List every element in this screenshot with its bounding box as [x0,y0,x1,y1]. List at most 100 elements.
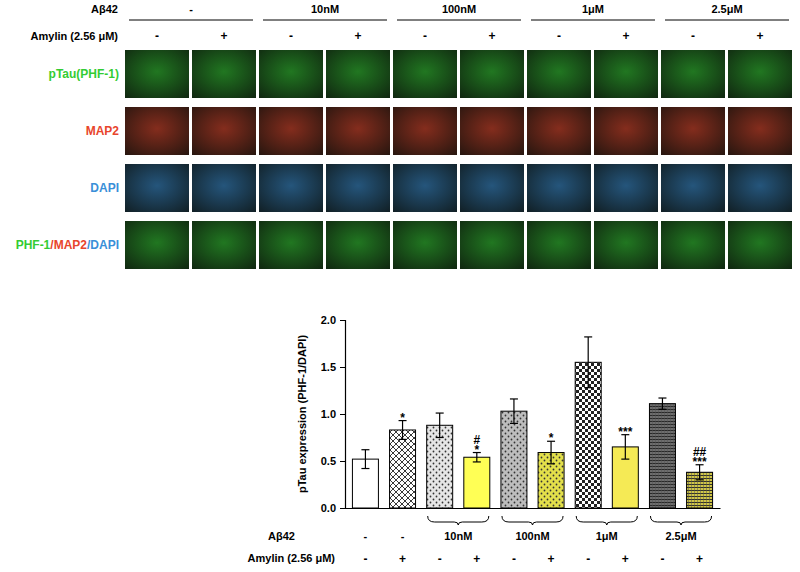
group-bracket [650,516,711,525]
image-tile [326,164,390,212]
significance-label: * [400,411,405,425]
error-bar-cap [510,398,518,399]
image-tile-bg [393,107,457,155]
x-group-label: - [364,530,368,542]
error-bar [658,398,666,409]
x-group-label: 100nM [515,530,549,542]
image-tile [326,221,390,269]
image-tile [527,50,591,98]
x-tick: - [363,508,367,566]
x-tick: + [473,508,480,566]
error-bar-stem [662,398,663,409]
image-tile [192,221,256,269]
image-tile-bg [460,164,524,212]
group-rule [397,20,521,21]
image-tile [728,221,792,269]
image-tile-bg [192,221,256,269]
group-rule [263,20,387,21]
image-tile-bg [594,221,658,269]
error-bar-stem [588,337,589,388]
error-bar-cap [361,449,369,450]
y-tick-mark [340,461,345,462]
bar [649,404,675,508]
image-tile-bg [326,50,390,98]
image-tile [527,107,591,155]
image-tile [259,221,323,269]
error-bar-stem [513,399,514,423]
x-tick-label: + [622,552,629,566]
image-tile [460,164,524,212]
bar [501,411,527,508]
image-tile [594,221,658,269]
image-tile-bg [125,164,189,212]
x-tick-label: - [586,552,590,566]
image-tile-bg [594,50,658,98]
y-tick-label: 1.0 [321,408,336,420]
image-tile-bg [326,107,390,155]
x-group-label: - [401,530,405,542]
y-tick: 1.0 [321,408,345,420]
error-bar-cap [696,479,704,480]
factor-label: 10nM [311,3,339,15]
image-tile [192,50,256,98]
x-tick-label: - [660,552,664,566]
factor-title: Aβ42 [91,3,118,15]
image-tile [661,50,725,98]
image-tile [393,221,457,269]
bar [464,457,490,508]
image-tile-bg [728,164,792,212]
error-bar [510,399,518,423]
image-tile [393,164,457,212]
error-bar-cap [510,423,518,424]
x-axis: -+-+-+-+-+ [346,508,721,566]
group-bracket [502,516,563,525]
image-tile-bg [326,221,390,269]
row-label-part: MAP2 [54,238,88,252]
image-tile-bg [393,50,457,98]
factor-label: + [488,29,495,43]
x-tick: + [622,508,629,566]
image-tile [728,107,792,155]
image-tile-bg [728,221,792,269]
row-label-part: DAPI [90,238,119,252]
row-label-part: PHF-1 [16,238,51,252]
y-tick-mark [340,320,345,321]
image-tile [594,50,658,98]
bar [390,430,416,508]
x-tick-label: + [696,552,703,566]
y-tick: 2.0 [321,314,345,326]
image-tile-bg [661,164,725,212]
image-tile [192,107,256,155]
error-bar [584,337,592,388]
significance-label: * [474,443,479,457]
group-rule [531,20,655,21]
factor-label: - [189,3,193,15]
row-label: MAP2 [86,124,120,138]
image-tile [594,107,658,155]
y-axis-line [340,321,346,509]
image-tile [326,50,390,98]
image-tile-bg [192,107,256,155]
image-panel: Aβ42-10nM100nM1μM2.5μMAmylin (2.56 μM)-+… [16,3,792,269]
row-label-part: DAPI [90,181,119,195]
group-rule [129,20,253,21]
image-tile-bg [728,50,792,98]
significance-label: * [549,431,554,445]
error-bar-cap [547,463,555,464]
y-tick-mark [340,508,345,509]
image-tile [192,164,256,212]
error-bar [436,413,444,437]
error-bar-cap [621,459,629,460]
image-tile-bg [393,221,457,269]
image-tile-bg [192,50,256,98]
image-tile [393,107,457,155]
x-tick: - [586,508,590,566]
y-tick: 0.0 [321,502,345,514]
image-tile [125,107,189,155]
image-tile-bg [259,164,323,212]
error-bar-cap [473,461,481,462]
error-bar-cap [584,387,592,388]
x-tick-label: - [438,552,442,566]
x-axis-line [346,508,721,509]
plot-area [352,337,712,508]
